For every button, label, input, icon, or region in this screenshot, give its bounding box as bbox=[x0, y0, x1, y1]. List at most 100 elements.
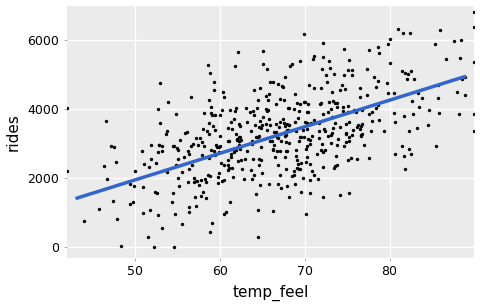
Point bbox=[302, 147, 310, 152]
Point bbox=[163, 129, 171, 134]
Point bbox=[256, 119, 264, 123]
Point bbox=[333, 104, 341, 109]
Point bbox=[292, 154, 300, 158]
Point bbox=[386, 37, 394, 42]
Point bbox=[316, 102, 324, 107]
Point bbox=[264, 107, 272, 112]
Point bbox=[328, 89, 336, 94]
Point bbox=[293, 158, 301, 163]
Point bbox=[415, 105, 423, 110]
Point bbox=[290, 106, 298, 111]
Point bbox=[324, 110, 332, 115]
Point bbox=[155, 150, 162, 154]
Point bbox=[249, 142, 256, 147]
Point bbox=[399, 30, 407, 35]
Point bbox=[225, 162, 232, 167]
Point bbox=[350, 108, 358, 113]
Point bbox=[296, 101, 304, 106]
Point bbox=[195, 182, 203, 187]
Point bbox=[234, 158, 242, 163]
Point bbox=[174, 157, 182, 162]
Point bbox=[304, 102, 312, 107]
Point bbox=[365, 111, 373, 116]
Point bbox=[401, 70, 408, 75]
Point bbox=[129, 199, 137, 204]
Point bbox=[278, 83, 286, 88]
Point bbox=[265, 91, 273, 96]
Point bbox=[192, 136, 200, 141]
Point bbox=[273, 129, 280, 134]
Point bbox=[283, 184, 291, 188]
Point bbox=[207, 104, 215, 109]
Point bbox=[282, 132, 290, 137]
Point bbox=[329, 115, 336, 119]
Point bbox=[322, 72, 329, 77]
Point bbox=[282, 149, 289, 154]
Point bbox=[367, 129, 375, 134]
Point bbox=[218, 178, 226, 183]
Point bbox=[185, 166, 193, 171]
Point bbox=[139, 185, 146, 189]
Point bbox=[342, 131, 350, 136]
Point bbox=[126, 181, 134, 186]
Point bbox=[325, 59, 333, 64]
Point bbox=[192, 195, 199, 200]
Point bbox=[231, 64, 239, 69]
Point bbox=[238, 157, 245, 162]
Point bbox=[206, 229, 214, 234]
Point bbox=[228, 166, 236, 171]
Point bbox=[410, 76, 418, 81]
Point bbox=[232, 132, 240, 137]
Point bbox=[295, 166, 303, 171]
Point bbox=[126, 201, 133, 206]
Point bbox=[257, 86, 264, 91]
Point bbox=[381, 129, 388, 134]
Point bbox=[158, 143, 166, 148]
Point bbox=[303, 144, 311, 149]
Point bbox=[117, 244, 125, 249]
Point bbox=[329, 98, 337, 103]
Point bbox=[250, 112, 258, 117]
Point bbox=[258, 170, 266, 175]
Point bbox=[224, 125, 232, 130]
Point bbox=[237, 137, 245, 142]
Point bbox=[306, 162, 313, 167]
Point bbox=[198, 153, 206, 158]
Point bbox=[247, 168, 255, 173]
Point bbox=[168, 199, 176, 204]
Point bbox=[276, 120, 284, 125]
Point bbox=[272, 121, 280, 126]
Point bbox=[327, 141, 335, 146]
Point bbox=[453, 90, 461, 95]
Point bbox=[374, 103, 382, 107]
Point bbox=[170, 143, 178, 148]
Point bbox=[294, 116, 302, 121]
Point bbox=[348, 73, 355, 78]
Point bbox=[384, 41, 392, 46]
Point bbox=[470, 112, 478, 117]
Point bbox=[308, 133, 316, 138]
Point bbox=[109, 198, 117, 203]
Point bbox=[204, 172, 212, 177]
Point bbox=[406, 146, 413, 151]
Point bbox=[210, 149, 217, 154]
Point bbox=[319, 165, 327, 170]
Point bbox=[241, 157, 249, 162]
Point bbox=[319, 150, 326, 155]
Point bbox=[371, 75, 378, 80]
Point bbox=[250, 88, 257, 93]
Point bbox=[315, 135, 323, 140]
Point bbox=[348, 68, 356, 72]
Point bbox=[340, 47, 348, 52]
Point bbox=[407, 69, 415, 74]
Point bbox=[406, 31, 414, 36]
Point bbox=[175, 184, 182, 189]
Point bbox=[266, 79, 274, 84]
Point bbox=[236, 143, 243, 148]
Point bbox=[339, 104, 347, 109]
Point bbox=[373, 44, 381, 49]
Point bbox=[435, 110, 443, 115]
Point bbox=[230, 150, 238, 154]
Point bbox=[315, 128, 323, 133]
Point bbox=[197, 193, 205, 198]
